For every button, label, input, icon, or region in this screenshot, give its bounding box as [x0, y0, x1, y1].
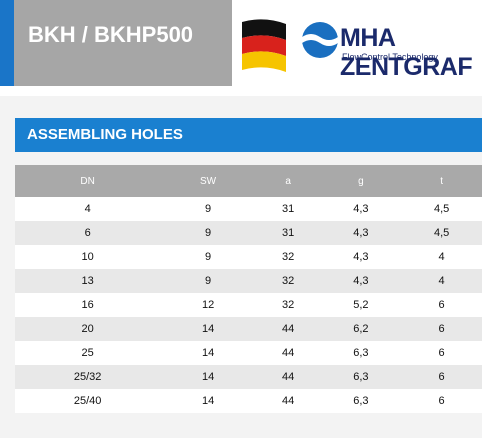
table-body: 4 9 31 4,3 4,5 6 9 31 4,3 4,5 10 9 32 4,3 4 13 9 32 4,3 4 16… [15, 197, 482, 413]
cell: 4,3 [320, 197, 402, 221]
cell: 9 [160, 197, 256, 221]
column-header: g [320, 165, 402, 197]
cell: 4,5 [401, 197, 482, 221]
table-row: 16 12 32 5,2 6 [15, 293, 482, 317]
header: BKH / BKHP500 [0, 0, 232, 86]
cell: 4,3 [320, 221, 402, 245]
cell: 31 [255, 221, 321, 245]
cell: 32 [255, 269, 321, 293]
table: DN SW a g t 4 9 31 4,3 4,5 6 9 31 4,3 4,5 10 9 32 4,3 4 13 9… [15, 165, 482, 413]
cell: 25 [15, 341, 161, 365]
header-row: DN SW a g t [15, 165, 482, 197]
cell: 6,3 [320, 389, 402, 413]
cell: 25/32 [15, 365, 161, 389]
cell: 44 [255, 317, 321, 341]
cell: 6 [15, 221, 161, 245]
table-row: 10 9 32 4,3 4 [15, 245, 482, 269]
table-row: 13 9 32 4,3 4 [15, 269, 482, 293]
table-row: 6 9 31 4,3 4,5 [15, 221, 482, 245]
table-row: 25/40 14 44 6,3 6 [15, 389, 482, 413]
column-header: SW [160, 165, 256, 197]
cell: 20 [15, 317, 161, 341]
cell: 6,2 [320, 317, 402, 341]
cell: 4 [401, 269, 482, 293]
cell: 6,3 [320, 365, 402, 389]
logo: MHA ZENTGRAF FlowControl Technology [298, 12, 482, 81]
cell: 44 [255, 365, 321, 389]
cell: 4 [15, 197, 161, 221]
cell: 44 [255, 341, 321, 365]
cell: 31 [255, 197, 321, 221]
cell: 4,3 [320, 269, 402, 293]
cell: 6,3 [320, 341, 402, 365]
table-row: 25 14 44 6,3 6 [15, 341, 482, 365]
column-header: DN [15, 165, 161, 197]
cell: 16 [15, 293, 161, 317]
cell: 32 [255, 245, 321, 269]
logo-icon [302, 22, 338, 58]
section-title: ASSEMBLING HOLES [15, 118, 482, 152]
cell: 6 [401, 389, 482, 413]
cell: 10 [15, 245, 161, 269]
cell: 9 [160, 269, 256, 293]
stripe [0, 0, 14, 86]
table-row: 4 9 31 4,3 4,5 [15, 197, 482, 221]
table-row: 25/32 14 44 6,3 6 [15, 365, 482, 389]
table-row: 20 14 44 6,2 6 [15, 317, 482, 341]
cell: 4 [401, 245, 482, 269]
cell: 14 [160, 317, 256, 341]
cell: 6 [401, 293, 482, 317]
cell: 4,3 [320, 245, 402, 269]
cell: 6 [401, 341, 482, 365]
cell: 9 [160, 245, 256, 269]
cell: 14 [160, 341, 256, 365]
column-header: t [401, 165, 482, 197]
cell: 12 [160, 293, 256, 317]
cell: 4,5 [401, 221, 482, 245]
cell: 5,2 [320, 293, 402, 317]
cell: 9 [160, 221, 256, 245]
cell: 13 [15, 269, 161, 293]
column-header: a [255, 165, 321, 197]
cell: 44 [255, 389, 321, 413]
brand: MHA ZENTGRAF [340, 24, 473, 81]
cell: 6 [401, 365, 482, 389]
cell: 6 [401, 317, 482, 341]
title: BKH / BKHP500 [28, 22, 194, 47]
cell: 14 [160, 389, 256, 413]
cell: 32 [255, 293, 321, 317]
cell: 14 [160, 365, 256, 389]
cell: 25/40 [15, 389, 161, 413]
flag-icon [242, 19, 286, 72]
tagline: FlowControl Technology [342, 52, 438, 62]
